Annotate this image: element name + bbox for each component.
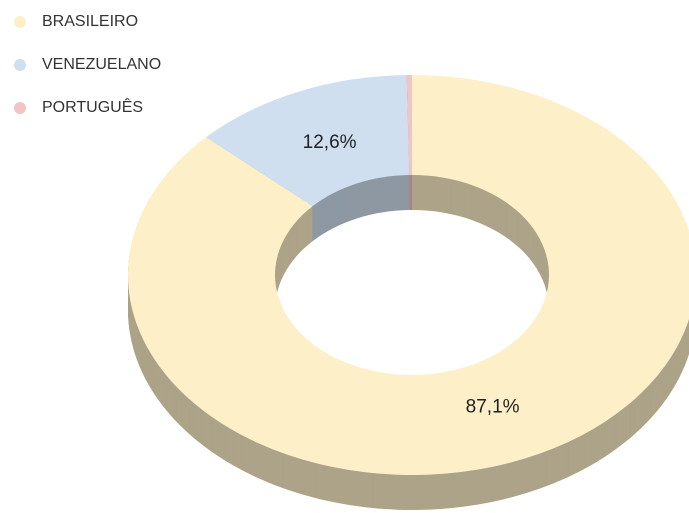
- value-label: 12,6%: [303, 132, 357, 153]
- slice: [206, 75, 410, 207]
- value-label: 87,1%: [466, 396, 520, 417]
- slice: [128, 75, 689, 475]
- legend-marker: [14, 59, 26, 71]
- legend-label: PORTUGUÊS: [42, 97, 143, 116]
- legend-marker: [14, 102, 26, 114]
- legend-marker: [14, 16, 26, 28]
- legend-label: VENEZUELANO: [42, 56, 161, 73]
- legend-label: BRASILEIRO: [42, 13, 138, 30]
- slice: [406, 75, 412, 176]
